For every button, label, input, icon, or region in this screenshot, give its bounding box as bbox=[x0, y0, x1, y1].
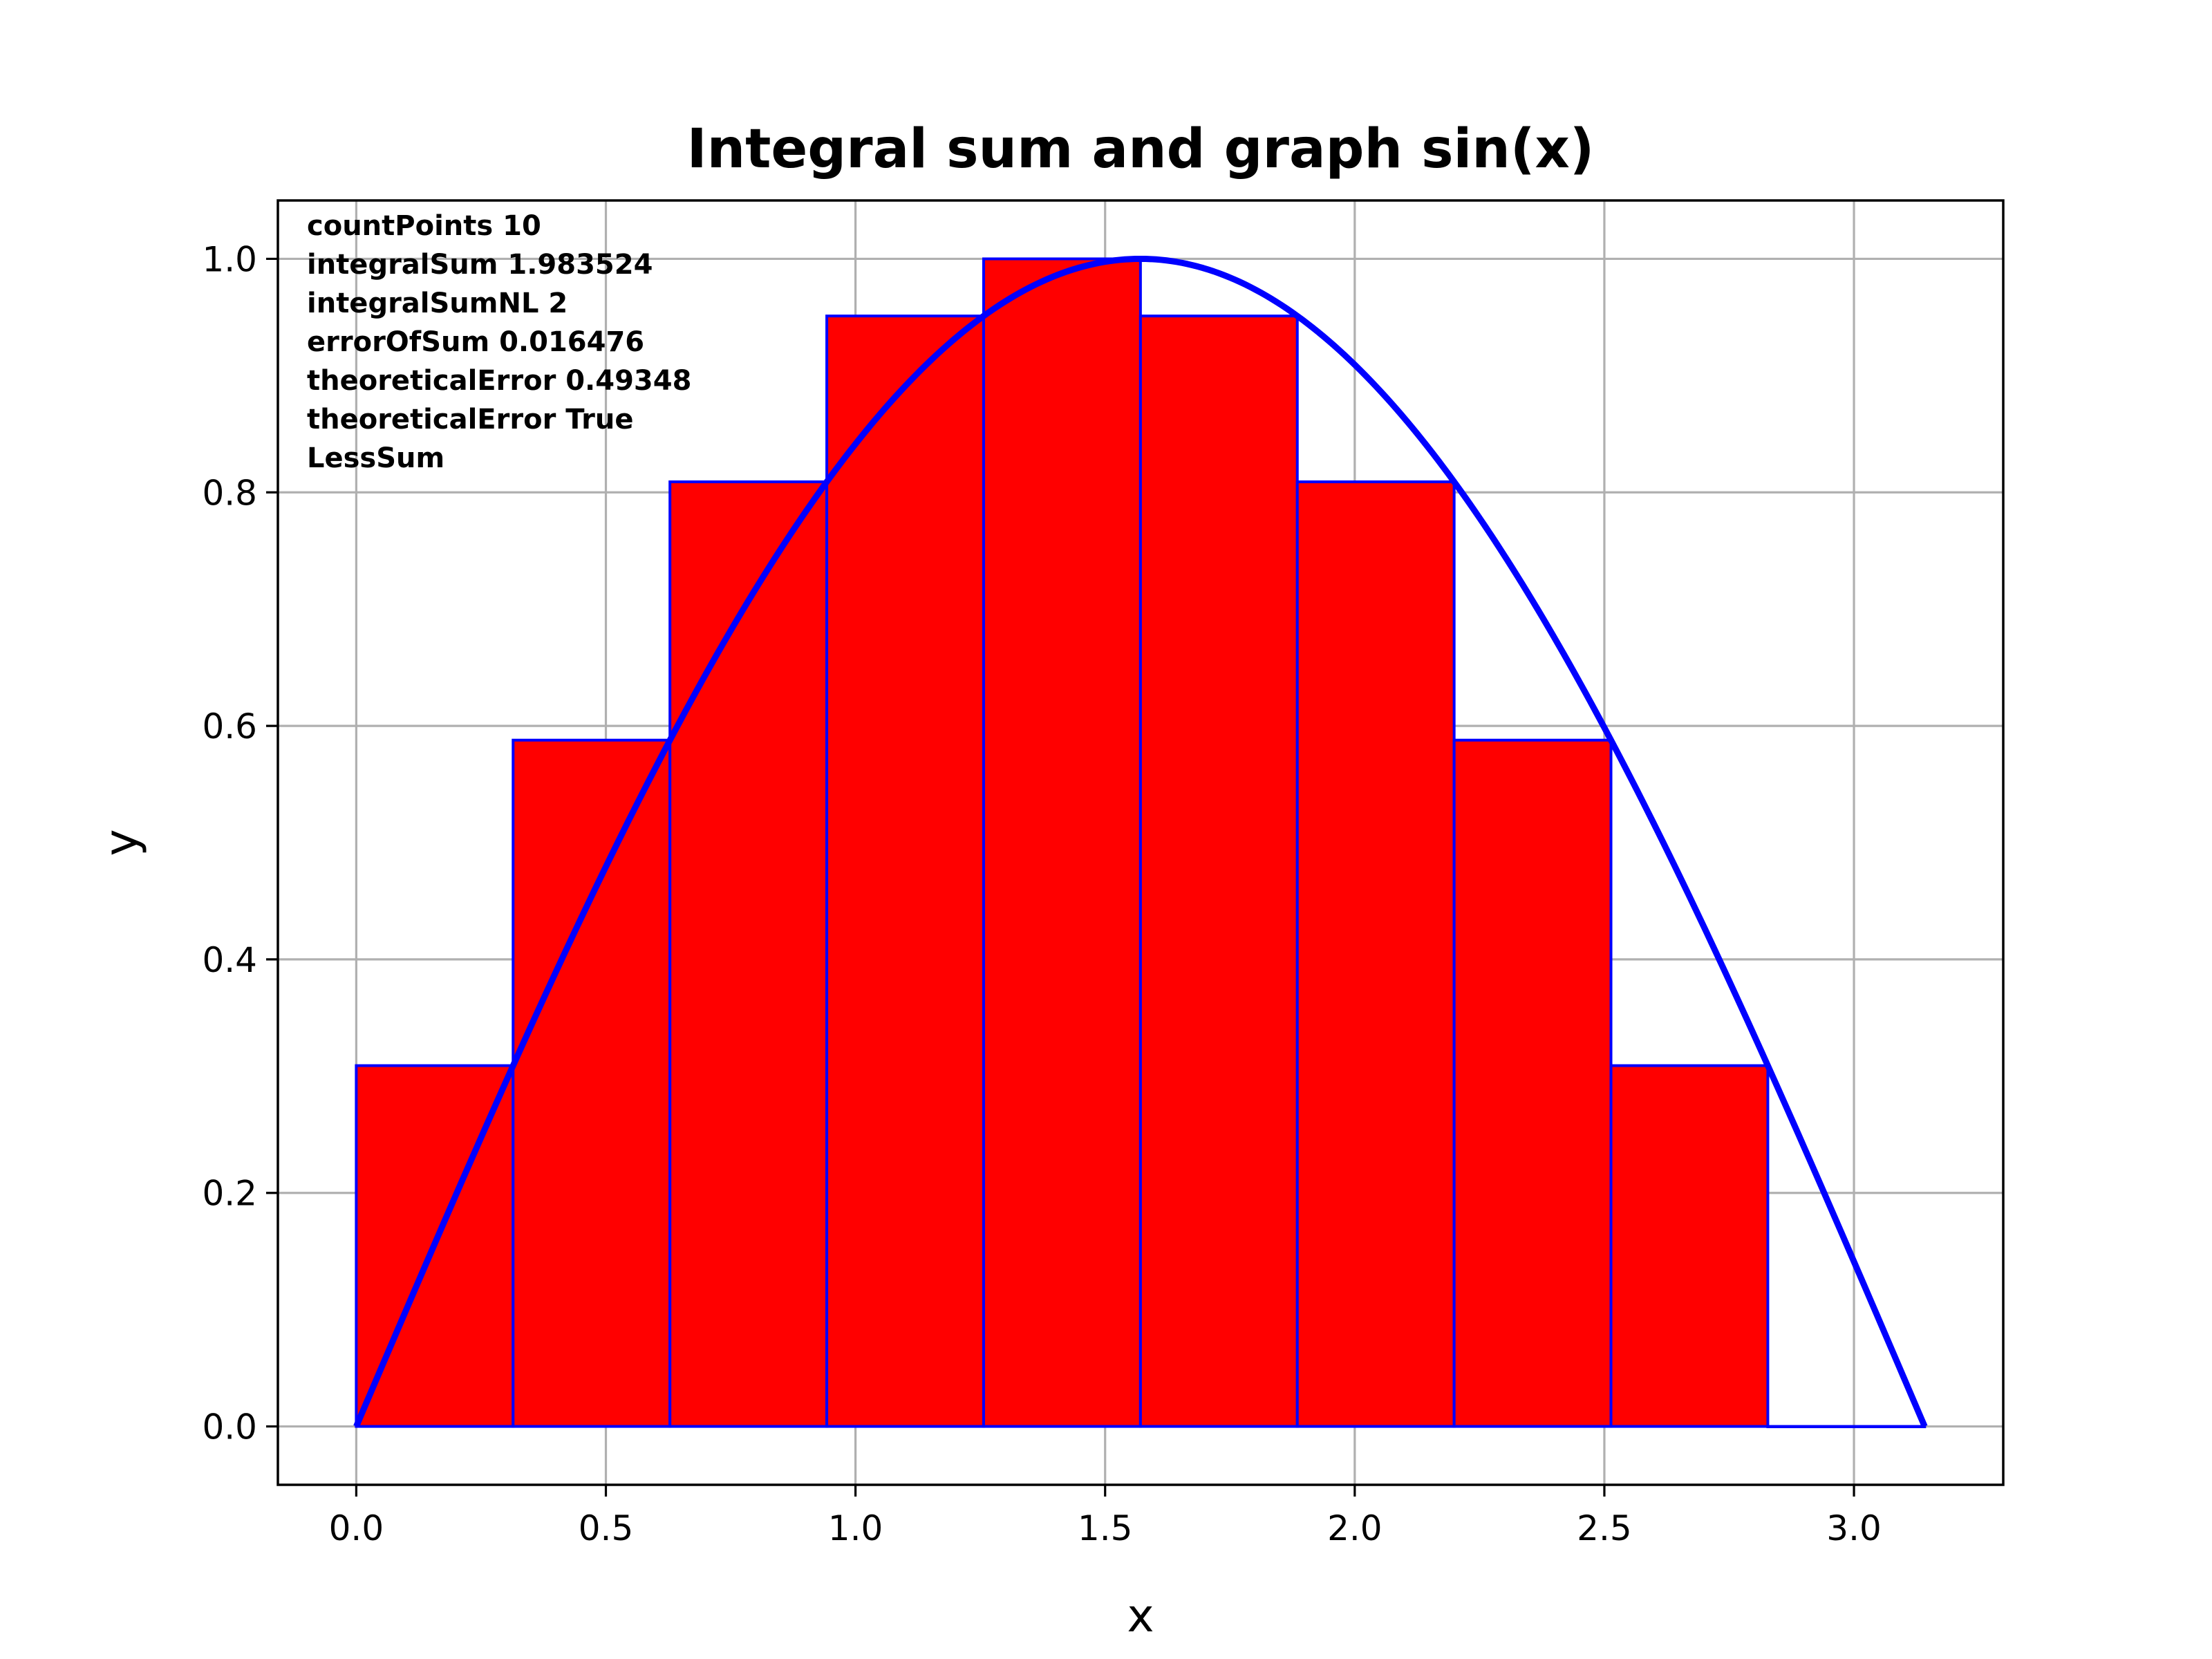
bar bbox=[982, 257, 1142, 1428]
annotation-line: countPoints 10 bbox=[307, 210, 541, 242]
bar bbox=[512, 738, 672, 1428]
y-axis-label: y bbox=[95, 829, 148, 856]
annotation-box: countPoints 10 integralSum 1.983524 integr… bbox=[307, 210, 691, 474]
bar bbox=[1452, 738, 1613, 1428]
x-tick-label: 0.0 bbox=[329, 1508, 384, 1548]
bar bbox=[1295, 480, 1456, 1428]
annotation-line: theoreticalError 0.49348 bbox=[307, 365, 691, 397]
x-tick-label: 1.5 bbox=[1078, 1508, 1133, 1548]
bar bbox=[1138, 315, 1299, 1428]
y-tick-label: 0.0 bbox=[202, 1407, 257, 1447]
x-tick-label: 3.0 bbox=[1826, 1508, 1882, 1548]
annotation-line: integralSumNL 2 bbox=[307, 288, 568, 319]
annotation-line: errorOfSum 0.016476 bbox=[307, 326, 644, 358]
y-tick-label: 0.4 bbox=[202, 940, 257, 980]
x-axis-label: x bbox=[1127, 1589, 1154, 1642]
bars bbox=[355, 257, 1927, 1429]
x-tick-label: 2.0 bbox=[1327, 1508, 1382, 1548]
plot-frame bbox=[276, 199, 2005, 1486]
x-tick-label: 0.5 bbox=[579, 1508, 634, 1548]
y-tick-label: 0.6 bbox=[202, 706, 257, 747]
y-tick-label: 0.8 bbox=[202, 473, 257, 513]
bar bbox=[825, 315, 985, 1428]
y-tick-label: 1.0 bbox=[202, 239, 257, 279]
bar bbox=[1609, 1064, 1770, 1428]
ticks: 0.0 0.5 1.0 1.5 2.0 2.5 3.0 0.0 0.2 0.4 0.6 0.8 1.0 bbox=[202, 239, 1881, 1548]
sin-curve bbox=[353, 255, 1928, 1428]
x-tick-label: 1.0 bbox=[828, 1508, 883, 1548]
y-tick-label: 0.2 bbox=[202, 1174, 257, 1214]
annotation-line: integralSum 1.983524 bbox=[307, 249, 653, 281]
chart-title: Integral sum and graph sin(x) bbox=[687, 118, 1595, 180]
annotation-line: LessSum bbox=[307, 442, 444, 474]
x-tick-label: 2.5 bbox=[1577, 1508, 1632, 1548]
annotation-line: theoreticalError True bbox=[307, 404, 633, 435]
bar bbox=[668, 480, 829, 1428]
